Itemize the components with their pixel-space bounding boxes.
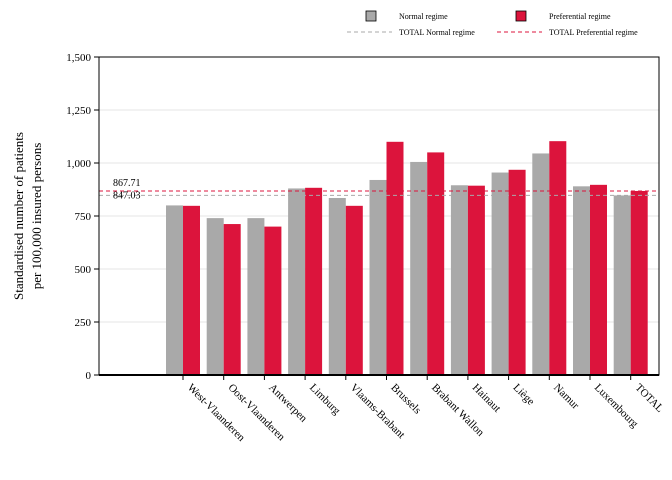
bar	[532, 153, 550, 375]
bar	[386, 141, 404, 375]
y-axis-label-line: per 100,000 insured persons	[29, 143, 44, 290]
legend-label: TOTAL Preferential regime	[549, 28, 638, 37]
legend: Normal regime Preferential regime TOTAL No…	[347, 10, 638, 37]
y-tick-label: 250	[75, 317, 92, 329]
bar	[467, 185, 485, 375]
bar	[206, 218, 224, 375]
bar	[508, 169, 526, 375]
y-axis-label-line: Standardised number of patients	[11, 132, 26, 300]
bars	[166, 141, 648, 375]
bar	[247, 218, 265, 375]
legend-swatch	[365, 10, 377, 22]
bar	[450, 185, 468, 375]
bar	[223, 224, 241, 375]
y-axis: 0 250 500 750 1,000 1,250 1,500	[66, 52, 99, 382]
legend-label: Normal regime	[399, 12, 448, 21]
x-axis: West-VlaanderenOost-VlaanderenAntwerpenL…	[182, 375, 666, 444]
legend-swatch	[515, 10, 527, 22]
x-tick-label: Brussels	[388, 382, 423, 417]
x-tick-label: Namur	[551, 382, 581, 412]
bar	[183, 205, 200, 375]
bar	[305, 187, 323, 375]
y-tick-label: 0	[86, 370, 92, 382]
bar	[166, 205, 183, 375]
x-tick-label: Liège	[510, 382, 536, 408]
reference-line-label: 867.71	[113, 178, 141, 189]
bar	[549, 141, 567, 375]
bar	[427, 152, 445, 375]
bar	[630, 190, 648, 375]
legend-label: Preferential regime	[549, 12, 611, 21]
y-tick-label: 1,000	[66, 158, 91, 170]
bar	[345, 205, 363, 375]
bar	[491, 172, 509, 375]
bar	[328, 197, 346, 375]
y-tick-label: 1,500	[66, 52, 91, 64]
bar	[410, 161, 428, 375]
bar	[573, 186, 590, 375]
bar	[264, 226, 282, 375]
x-tick-label: Hainaut	[470, 382, 503, 415]
bar	[613, 195, 631, 375]
y-axis-label: Standardised number of patients per 100,0…	[11, 132, 44, 300]
y-tick-label: 750	[75, 211, 92, 223]
plot-frame	[98, 56, 660, 376]
y-tick-label: 1,250	[66, 105, 91, 117]
bar	[369, 179, 387, 375]
bar	[288, 188, 306, 375]
bar	[590, 184, 607, 375]
legend-label: TOTAL Normal regime	[399, 28, 475, 37]
y-tick-label: 500	[75, 264, 92, 276]
x-tick-label: TOTAL	[633, 382, 666, 415]
x-tick-label: Limburg	[307, 382, 343, 418]
reference-line-label: 847.03	[113, 190, 141, 201]
x-tick-label: Antwerpen	[266, 382, 309, 425]
